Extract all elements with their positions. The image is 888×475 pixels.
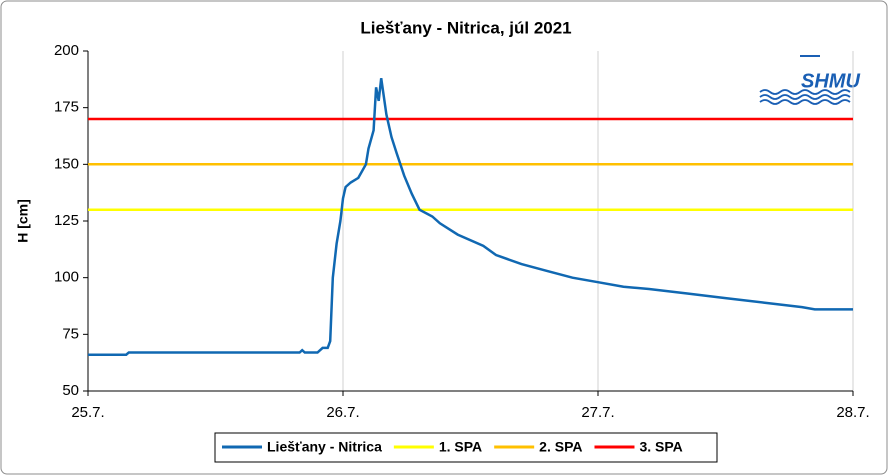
y-tick-label: 200: [54, 42, 79, 59]
legend-label: Liešťany - Nitrica: [267, 439, 382, 455]
y-tick-label: 50: [62, 382, 79, 399]
series-line: [88, 78, 853, 356]
logo-waves: [759, 89, 851, 105]
legend-label: 1. SPA: [439, 439, 482, 455]
y-tick-label: 100: [54, 269, 79, 286]
x-tick-label: 27.7.: [581, 404, 614, 421]
y-tick-label: 150: [54, 155, 79, 172]
logo-text: SHMU: [801, 70, 860, 92]
y-tick-label: 75: [62, 325, 79, 342]
y-tick-label: 125: [54, 212, 79, 229]
y-tick-label: 175: [54, 99, 79, 116]
chart-title: Liešťany - Nitrica, júl 2021: [360, 18, 571, 37]
logo: SHMU: [759, 55, 860, 105]
legend-label: 2. SPA: [539, 439, 582, 455]
legend-label: 3. SPA: [639, 439, 682, 455]
x-tick-label: 28.7.: [836, 404, 869, 421]
y-axis-label: H [cm]: [15, 199, 31, 243]
x-tick-label: 26.7.: [326, 404, 359, 421]
x-tick-label: 25.7.: [71, 404, 104, 421]
